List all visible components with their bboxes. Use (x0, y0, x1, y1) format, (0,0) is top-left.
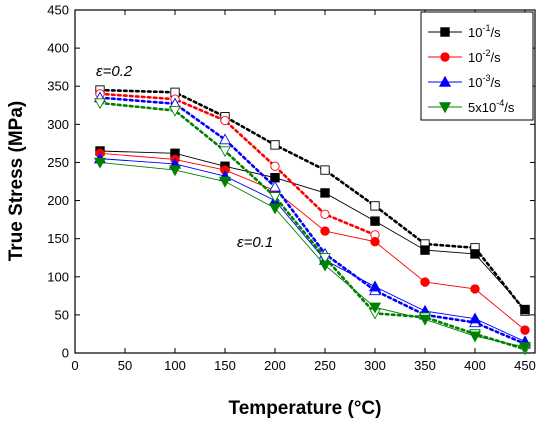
y-tick-label: 300 (47, 117, 69, 132)
data-point-filled (420, 245, 430, 255)
series-line-strain-0-1 (99, 150, 526, 310)
y-tick-label: 150 (47, 231, 69, 246)
legend-item-1: 10-2/s (428, 48, 501, 65)
legend-item-3: 5x10-4/s (428, 98, 515, 115)
legend-label: 10-3/s (468, 73, 501, 90)
series-1 (95, 89, 530, 335)
data-point-open (320, 209, 330, 219)
series-line-strain-0-2 (98, 92, 377, 237)
axis-ticks: 0 50 100 150 200 250 300 350 400 450 0 50 100 150 200 2… (47, 3, 536, 374)
data-point-filled (270, 172, 280, 183)
plot-frame (74, 9, 536, 354)
series-line-strain-0-2 (98, 101, 527, 351)
series-line-strain-0-1 (99, 161, 526, 348)
data-point-open (169, 105, 181, 117)
series-line-strain-0-1 (99, 158, 526, 342)
legend-label: 5x10-4/s (468, 98, 515, 115)
y-tick-label: 100 (47, 269, 69, 284)
x-tick-label: 100 (164, 358, 186, 373)
y-tick-label: 350 (47, 79, 69, 94)
data-point-open (370, 201, 380, 211)
data-point-filled (520, 304, 530, 315)
x-tick-label: 350 (414, 358, 436, 373)
data-point-open (220, 115, 230, 126)
data-point-filled (320, 188, 330, 198)
data-point-filled (520, 325, 530, 335)
y-tick-label: 250 (47, 155, 69, 170)
y-tick-label: 200 (47, 193, 69, 208)
data-point-filled (268, 203, 282, 215)
data-point-open (219, 146, 231, 158)
series-line-strain-0-2 (98, 88, 527, 313)
data-point-filled (368, 302, 382, 314)
data-point-open (219, 133, 231, 145)
legend: 10-1/s 10-2/s 10-3/s 5x10-4/s (420, 11, 534, 121)
data-point-filled (418, 314, 432, 326)
legend-label: 10-2/s (468, 48, 501, 65)
y-tick-label: 50 (55, 307, 69, 322)
data-point-filled (470, 249, 480, 259)
data-point-filled (420, 277, 430, 287)
y-tick-label: 0 (62, 346, 69, 361)
x-tick-label: 50 (118, 358, 132, 373)
series-layer (93, 85, 532, 356)
data-point-open (270, 161, 280, 171)
data-point-filled (93, 157, 107, 169)
x-tick-label: 400 (464, 358, 486, 373)
series-2 (93, 91, 532, 349)
y-tick-label: 450 (47, 3, 69, 18)
x-tick-label: 250 (314, 358, 336, 373)
data-point-open (94, 98, 106, 110)
data-point-filled (470, 284, 480, 294)
x-tick-label: 450 (514, 358, 536, 373)
x-tick-label: 300 (364, 358, 386, 373)
x-axis-title: Temperature (°C) (229, 398, 382, 419)
x-tick-label: 200 (264, 358, 286, 373)
legend-label: 10-1/s (468, 23, 501, 40)
data-point-filled (468, 312, 482, 324)
data-point-open (270, 140, 280, 150)
data-point-filled (320, 226, 330, 236)
legend-item-2: 10-3/s (428, 73, 501, 90)
series-3 (93, 98, 532, 356)
data-point-filled (368, 280, 382, 292)
data-point-open (269, 180, 281, 192)
data-point-filled (318, 260, 332, 272)
legend-marker (438, 102, 452, 114)
annotation-strain-0-2: ε=0.2 (96, 63, 133, 80)
data-point-filled (370, 216, 380, 226)
data-point-open (320, 165, 330, 175)
legend-marker (440, 52, 450, 62)
data-point-open (319, 253, 331, 264)
legend-marker (438, 75, 452, 87)
legend-marker (440, 27, 450, 37)
data-point-filled (168, 165, 182, 177)
data-point-open (269, 192, 281, 203)
data-point-filled (370, 237, 380, 247)
x-tick-label: 150 (214, 358, 236, 373)
y-tick-label: 400 (47, 41, 69, 56)
legend-box (420, 11, 534, 121)
data-point-filled (218, 176, 232, 188)
legend-item-0: 10-1/s (428, 23, 501, 40)
annotation-strain-0-1: ε=0.1 (237, 234, 273, 251)
data-point-filled (518, 342, 532, 354)
x-tick-label: 0 (71, 358, 78, 373)
y-axis-title: True Stress (MPa) (6, 101, 27, 262)
data-point-filled (468, 331, 482, 343)
